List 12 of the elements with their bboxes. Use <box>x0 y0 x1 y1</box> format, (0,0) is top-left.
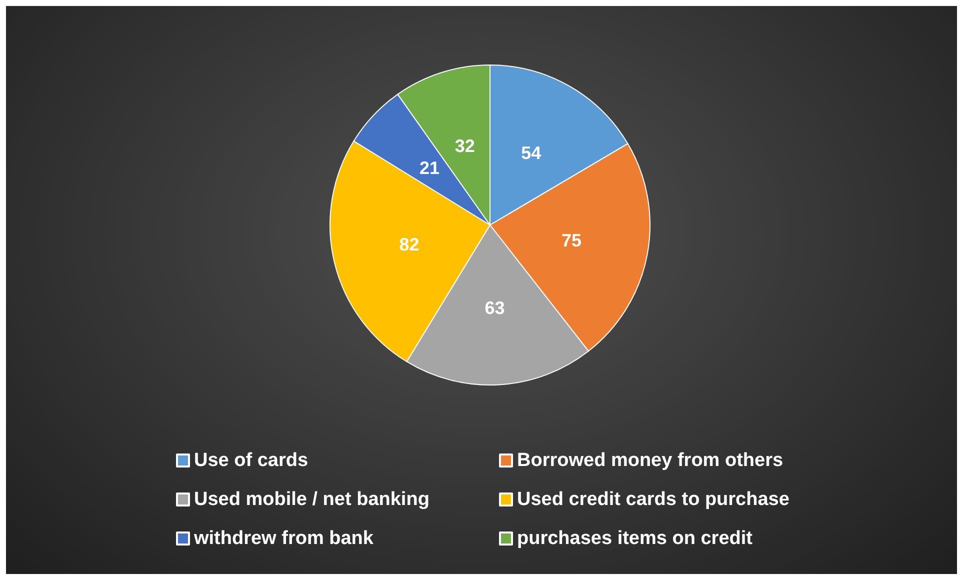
legend-label: withdrew from bank <box>193 528 374 549</box>
data-label: 21 <box>419 158 440 178</box>
data-label: 63 <box>484 298 505 318</box>
data-label: 82 <box>399 234 420 254</box>
legend-label: purchases items on credit <box>517 528 754 549</box>
data-label: 54 <box>521 142 542 163</box>
data-label: 32 <box>454 136 475 156</box>
legend-label: Use of cards <box>194 450 308 471</box>
data-label: 75 <box>562 230 582 250</box>
legend-label: Used credit cards to purchase <box>517 489 790 510</box>
legend-label: Borrowed money from others <box>517 450 784 471</box>
legend-label: Used mobile / net banking <box>194 489 430 510</box>
